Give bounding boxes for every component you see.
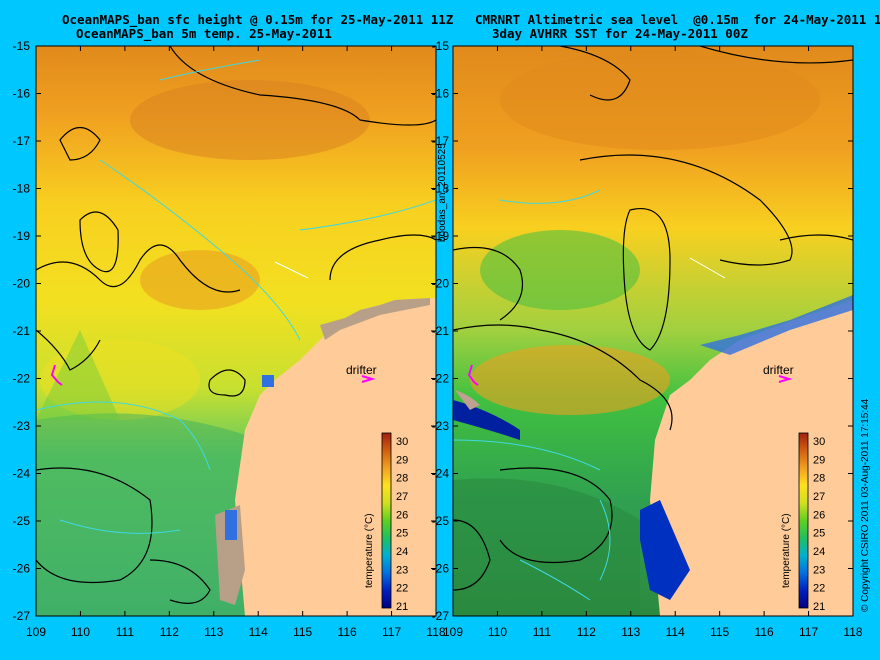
left-colorbar-label: temperature (°C) — [364, 513, 375, 588]
left-y-tick-label: -22 — [13, 372, 31, 386]
left-title-line1: OceanMAPS_ban sfc height @ 0.15m for 25-… — [62, 12, 454, 27]
left-y-tick-label: -18 — [13, 182, 31, 196]
left-drifter-track — [50, 364, 63, 386]
right-x-tick-label: 110 — [488, 625, 507, 639]
right-colorbar: 30 29 28 27 26 25 24 23 22 21 temperature (°C) — [781, 432, 825, 613]
right-sst-isotherms — [453, 189, 611, 601]
colorbar-tick-label: 25 — [813, 528, 825, 540]
right-drifter-label: drifter — [763, 363, 794, 377]
left-colorbar: 30 29 28 27 26 25 24 23 22 21 temperature (°C) — [364, 432, 408, 613]
left-x-tick-label: 111 — [116, 625, 135, 639]
colorbar-tick-label: 23 — [813, 564, 825, 576]
colorbar-tick-label: 30 — [396, 436, 408, 448]
right-y-tick-label: -17 — [432, 134, 450, 148]
colorbar-tick-label: 22 — [396, 583, 408, 595]
left-y-tick-label: -21 — [13, 324, 31, 338]
left-x-tick-label: 116 — [338, 625, 357, 639]
colorbar-tick-label: 29 — [813, 454, 825, 466]
copyright-label: © Copyright CSIRO 2011 03-Aug-2011 17:15… — [860, 398, 871, 612]
right-y-tick-label: -16 — [432, 87, 450, 101]
left-y-tick-label: -23 — [13, 419, 31, 433]
right-x-tick-label: 118 — [843, 625, 862, 639]
colorbar-tick-label: 28 — [813, 473, 825, 485]
right-y-tick-label: -21 — [432, 324, 450, 338]
right-y-tick-label: -19 — [432, 229, 450, 243]
left-drifter-legend-marker — [361, 375, 376, 383]
colorbar-tick-label: 26 — [396, 509, 408, 521]
left-y-tick-label: -26 — [13, 562, 31, 576]
right-x-tick-label: 116 — [755, 625, 774, 639]
colorbar-tick-label: 21 — [396, 601, 408, 613]
colorbar-tick-label: 30 — [813, 436, 825, 448]
middle-side-label: boodas_an_20110525 — [437, 143, 448, 242]
left-y-tick-label: -19 — [13, 229, 31, 243]
right-y-tick-label: -23 — [432, 419, 450, 433]
colorbar-tick-label: 27 — [396, 491, 408, 503]
left-x-tick-label: 118 — [426, 625, 445, 639]
left-y-tick-label: -17 — [13, 134, 31, 148]
right-x-tick-label: 113 — [621, 625, 640, 639]
colorbar-tick-label: 28 — [396, 473, 408, 485]
left-ssh-contours — [36, 46, 436, 604]
right-y-tick-label: -27 — [432, 609, 450, 623]
left-y-tick-label: -27 — [13, 609, 31, 623]
left-x-tick-label: 110 — [71, 625, 90, 639]
right-colorbar-label: temperature (°C) — [781, 513, 792, 588]
left-drifter-label: drifter — [346, 363, 377, 377]
right-y-tick-label: -18 — [432, 182, 450, 196]
right-x-tick-label: 112 — [577, 625, 596, 639]
colorbar-tick-label: 29 — [396, 454, 408, 466]
right-y-tick-label: -25 — [432, 514, 450, 528]
colorbar-tick-label: 22 — [813, 583, 825, 595]
left-x-tick-label: 114 — [249, 625, 268, 639]
left-map — [36, 46, 436, 616]
drifter-tracks — [50, 364, 793, 386]
left-x-tick-label: 112 — [160, 625, 179, 639]
left-title-line2: OceanMAPS_ban 5m temp. 25-May-2011 — [76, 26, 332, 41]
tick-labels: 109 110 111 112 113 114 115 116 117 118 -15 -16 -17 -… — [13, 39, 863, 639]
left-y-tick-label: -15 — [13, 39, 31, 53]
left-x-tick-label: 109 — [26, 625, 46, 639]
left-y-tick-label: -20 — [13, 277, 31, 291]
left-y-tick-label: -16 — [13, 87, 31, 101]
right-title-line2: 3day AVHRR SST for 24-May-2011 00Z — [492, 26, 748, 41]
left-x-tick-label: 115 — [293, 625, 312, 639]
left-y-tick-label: -24 — [13, 467, 31, 481]
right-ssh-contours — [453, 46, 853, 591]
left-x-tick-label: 113 — [204, 625, 223, 639]
right-y-tick-label: -22 — [432, 372, 450, 386]
right-x-tick-label: 115 — [710, 625, 729, 639]
right-x-tick-label: 117 — [799, 625, 818, 639]
left-x-tick-label: 117 — [382, 625, 401, 639]
left-sst-isotherms — [36, 59, 436, 534]
colorbar-tick-label: 24 — [813, 546, 825, 558]
colorbar-tick-label: 23 — [396, 564, 408, 576]
colorbar-tick-label: 26 — [813, 509, 825, 521]
right-x-tick-label: 114 — [666, 625, 685, 639]
right-y-tick-label: -15 — [432, 39, 450, 53]
colorbar-tick-label: 24 — [396, 546, 408, 558]
right-title-line1: CMRNRT Altimetric sea level @0.15m for 2… — [475, 12, 880, 27]
colorbar-tick-label: 27 — [813, 491, 825, 503]
right-x-tick-label: 109 — [443, 625, 463, 639]
right-x-tick-label: 111 — [533, 625, 552, 639]
right-drifter-track — [467, 364, 479, 386]
right-y-tick-label: -24 — [432, 467, 450, 481]
colorbar-tick-label: 25 — [396, 528, 408, 540]
right-y-tick-label: -26 — [432, 562, 450, 576]
left-y-tick-label: -25 — [13, 514, 31, 528]
right-y-tick-label: -20 — [432, 277, 450, 291]
right-drifter-legend-marker — [778, 375, 793, 383]
tick-marks — [35, 45, 854, 617]
colorbar-tick-label: 21 — [813, 601, 825, 613]
right-map — [453, 46, 853, 616]
